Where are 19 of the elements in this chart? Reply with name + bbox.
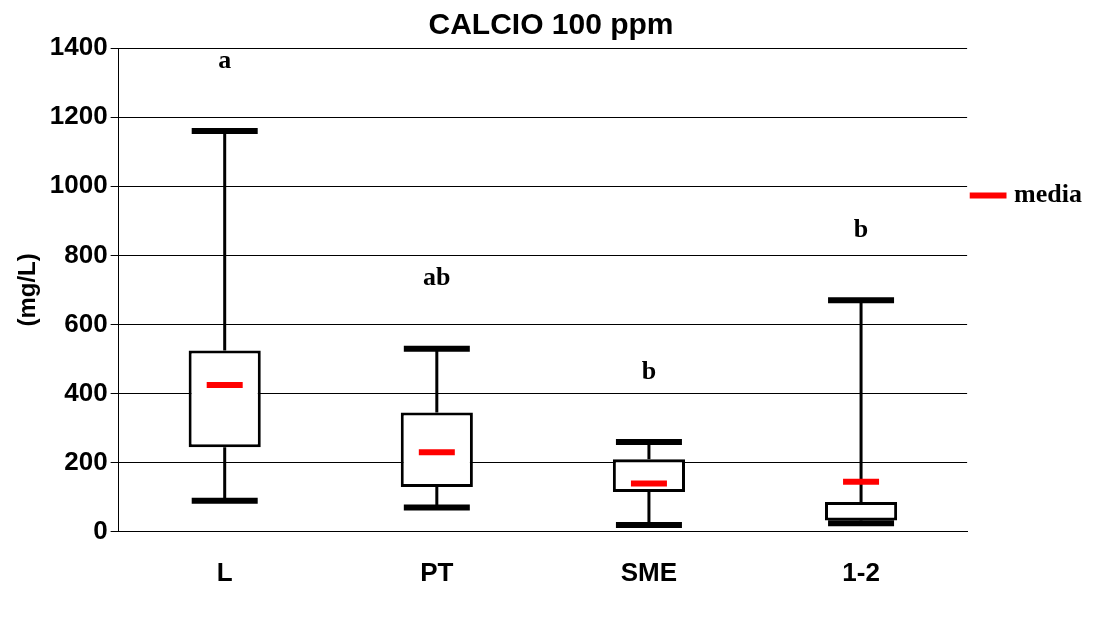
annotation: b — [853, 213, 869, 243]
x-tick-label: PT — [420, 556, 454, 587]
y-tick-label: 1000 — [49, 169, 108, 200]
chart-title: CALCIO 100 ppm — [428, 7, 674, 41]
text: media — [1014, 179, 1083, 209]
x-tick-label: L — [216, 556, 233, 587]
y-tick-label: 0 — [93, 514, 108, 545]
x-tick-label: SME — [620, 556, 678, 587]
y-tick-label: 400 — [64, 376, 108, 407]
annotation: ab — [423, 262, 451, 292]
annotation: a — [218, 44, 232, 74]
y-axis-title: (mg/L) — [13, 253, 41, 327]
y-tick-label: 800 — [64, 238, 108, 269]
y-tick-label: 1400 — [49, 31, 108, 62]
y-tick-label: 1200 — [49, 100, 108, 131]
annotation: b — [641, 355, 657, 385]
y-tick-label: 600 — [64, 307, 108, 338]
x-tick-label: 1-2 — [842, 556, 880, 587]
y-tick-label: 200 — [64, 445, 108, 476]
